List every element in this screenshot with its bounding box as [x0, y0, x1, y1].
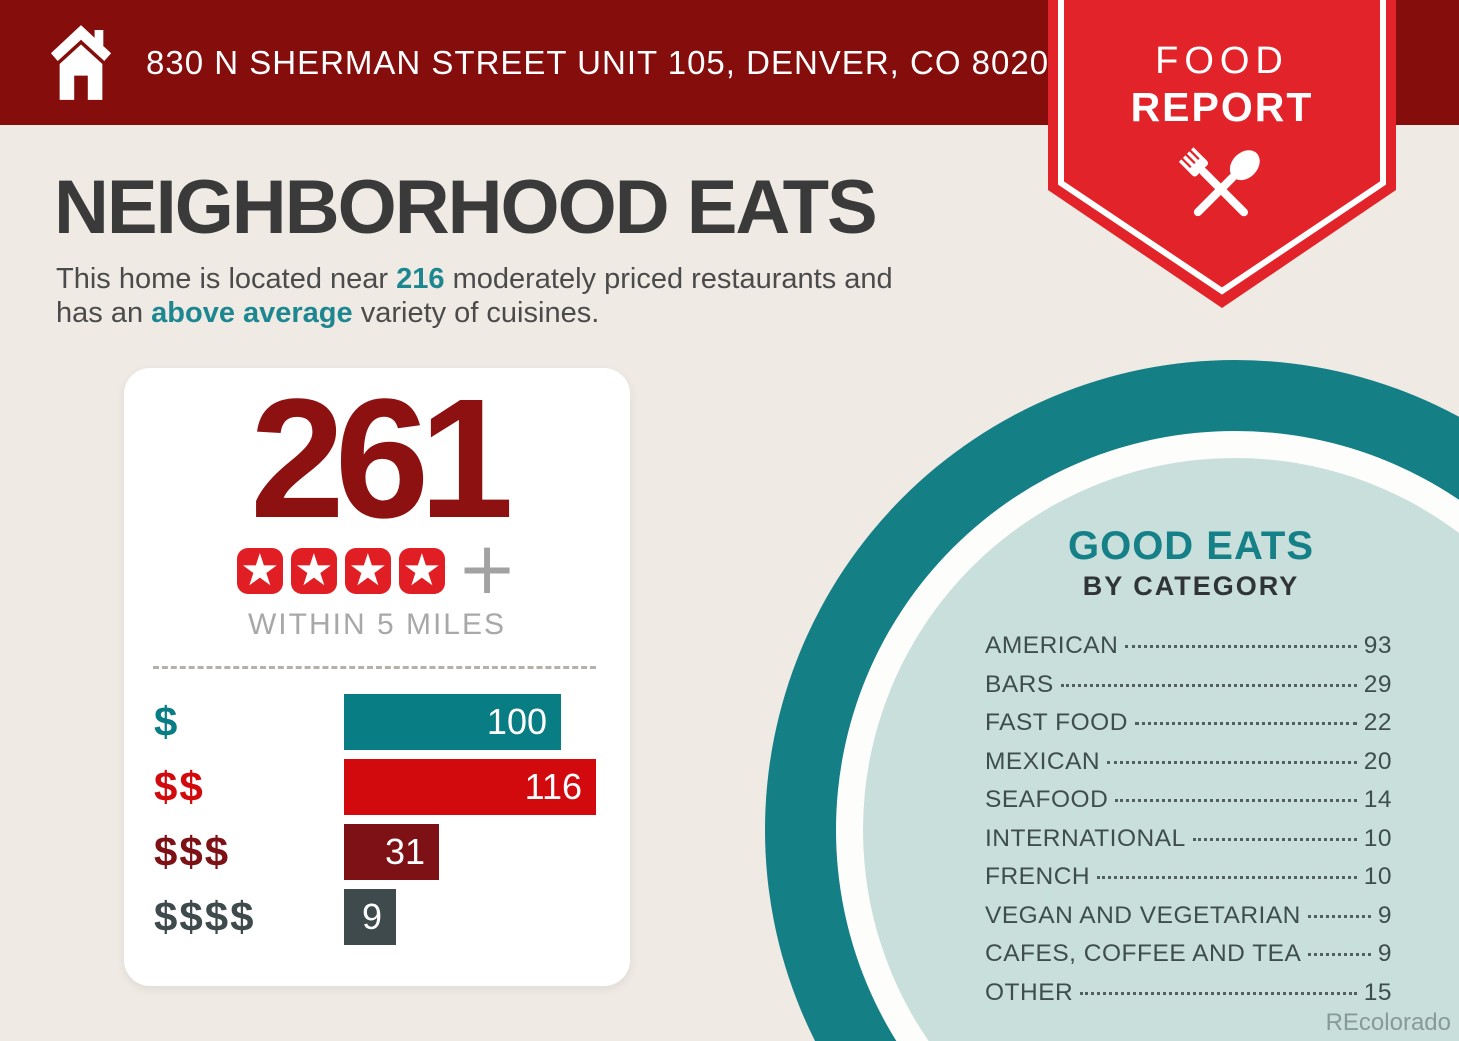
rating-stars: ★ ★ ★ ★ [236, 548, 445, 594]
category-row: MEXICAN 20 [985, 748, 1392, 787]
star-glyph: ★ [402, 548, 442, 594]
category-label: VEGAN AND VEGETARIAN [985, 901, 1301, 929]
good-eats-heading: GOOD EATS [1067, 524, 1315, 568]
variety-rating: above average [151, 297, 353, 329]
category-label: CAFES, COFFEE AND TEA [985, 940, 1302, 967]
star-glyph: ★ [240, 548, 280, 594]
star-icon: ★ [344, 548, 391, 594]
price-tier-value: 9 [361, 896, 382, 937]
radius-caption: WITHIN 5 MILES [247, 608, 507, 641]
dotted-leader [1125, 645, 1357, 648]
home-icon [50, 25, 112, 100]
dotted-leader [1308, 953, 1371, 956]
category-label: INTERNATIONAL [985, 824, 1186, 852]
dotted-leader [1192, 837, 1357, 841]
category-list: AMERICAN 93 BARS 29 FAST FOOD 22 MEXICAN 20 SEAF… [985, 632, 1397, 1017]
category-label: BARS [985, 670, 1054, 698]
price-tier-bar: 116 [344, 759, 596, 815]
category-row: BARS 29 [985, 671, 1392, 710]
intro-text-segment: variety of cuisines. [352, 297, 600, 329]
category-value: 15 [1363, 978, 1392, 1006]
category-row: INTERNATIONAL 10 [985, 825, 1392, 864]
category-value: 9 [1377, 901, 1392, 929]
price-tier-bar: 9 [344, 889, 396, 945]
ribbon-shape [1048, 0, 1396, 308]
category-row: OTHER 15 [985, 979, 1392, 1018]
category-value: 14 [1363, 786, 1392, 813]
price-tier-bar: 100 [344, 694, 561, 750]
badge-title-line2: REPORT [1130, 84, 1314, 130]
category-label: AMERICAN [985, 632, 1119, 659]
price-tier-value: 116 [524, 766, 582, 807]
good-eats-subheading: BY CATEGORY [1082, 571, 1300, 601]
food-report-badge: FOOD REPORT [1048, 0, 1396, 312]
category-row: VEGAN AND VEGETARIAN 9 [985, 902, 1392, 941]
dashed-divider [153, 666, 596, 669]
plus-sign: + [456, 526, 518, 610]
star-glyph: ★ [348, 548, 388, 594]
dotted-leader [1307, 914, 1371, 918]
page-title: NEIGHBORHOOD EATS [54, 165, 878, 250]
restaurant-count: 216 [396, 263, 445, 295]
category-value: 22 [1363, 709, 1392, 736]
category-label: FRENCH [985, 863, 1091, 890]
good-eats-panel: GOOD EATS BY CATEGORY AMERICAN 93 BARS 29 FA… [985, 524, 1397, 1017]
star-glyph: ★ [294, 548, 334, 594]
dotted-leader [1115, 799, 1357, 802]
category-value: 10 [1363, 824, 1392, 852]
category-label: SEAFOOD [985, 786, 1109, 813]
dotted-leader [1134, 722, 1357, 725]
star-icon: ★ [398, 548, 445, 594]
star-icon: ★ [290, 548, 337, 594]
intro-text-segment: moderately priced restaurants and [444, 263, 893, 295]
price-tier-row: $100 [154, 694, 606, 750]
category-value: 10 [1363, 863, 1392, 890]
dotted-leader [1080, 991, 1357, 995]
category-row: SEAFOOD 14 [985, 786, 1392, 825]
category-row: CAFES, COFFEE AND TEA 9 [985, 940, 1392, 979]
star-icon: ★ [236, 548, 283, 594]
price-tier-label: $ [154, 698, 180, 745]
rating-row: ★ ★ ★ ★ + [124, 526, 630, 610]
intro-text: This home is located near 216 moderately… [56, 262, 893, 330]
price-tier-value: 100 [486, 701, 547, 742]
dotted-leader [1097, 876, 1357, 879]
category-value: 29 [1363, 670, 1392, 698]
restaurant-summary-card: 261 ★ ★ ★ ★ + WITHIN 5 MILES $100 $$ 116 $$$ 31… [124, 368, 630, 986]
property-address: 830 N SHERMAN STREET UNIT 105, DENVER, C… [146, 44, 1069, 81]
category-value: 93 [1363, 632, 1392, 659]
category-row: FAST FOOD 22 [985, 709, 1392, 748]
intro-text-segment: has an [56, 297, 152, 329]
category-label: MEXICAN [985, 747, 1101, 775]
dotted-leader [1060, 683, 1357, 687]
price-tier-row: $$$ 31 [154, 824, 606, 880]
price-tier-label: $$$ [154, 828, 231, 875]
crossed-spoon-fork-icon [1178, 147, 1260, 217]
price-tier-bar: 31 [344, 824, 439, 880]
total-restaurants-count: 261 [250, 364, 514, 554]
price-tier-bar-chart: $100 $$ 116 $$$ 31 $$$$ 9 [154, 694, 606, 954]
price-tier-row: $$ 116 [154, 759, 606, 815]
price-tier-value: 31 [384, 831, 425, 872]
watermark: REcolorado [1325, 1009, 1451, 1036]
category-value: 9 [1377, 940, 1392, 967]
price-tier-label: $$ [154, 763, 205, 810]
category-value: 20 [1363, 747, 1392, 775]
category-row: AMERICAN 93 [985, 632, 1392, 671]
dotted-leader [1107, 760, 1357, 764]
category-row: FRENCH 10 [985, 863, 1392, 902]
price-tier-row: $$$$ 9 [154, 889, 606, 945]
category-label: FAST FOOD [985, 709, 1128, 736]
badge-title-line1: FOOD [1155, 40, 1289, 82]
intro-text-segment: This home is located near [56, 263, 397, 295]
category-label: OTHER [985, 978, 1074, 1006]
price-tier-label: $$$$ [154, 893, 256, 940]
